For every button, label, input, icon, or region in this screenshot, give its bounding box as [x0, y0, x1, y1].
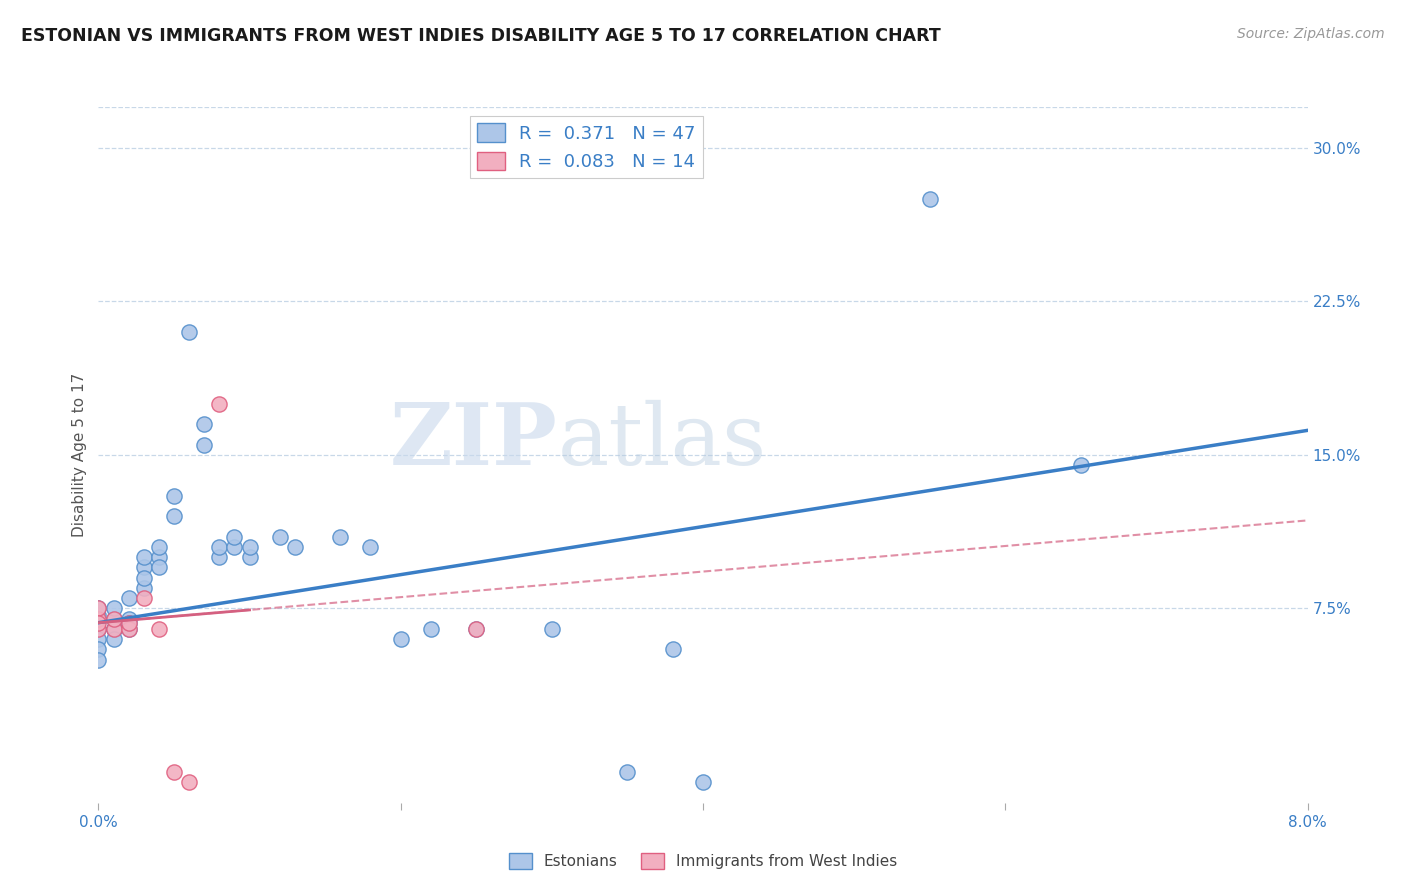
Point [179, 325, 201, 339]
Point [87, 612, 110, 626]
Point [1070, 458, 1092, 472]
Legend: R =  0.371   N = 47, R =  0.083   N = 14: R = 0.371 N = 47, R = 0.083 N = 14 [470, 116, 703, 178]
Point [224, 530, 246, 544]
Point [360, 540, 382, 554]
Y-axis label: Disability Age 5 to 17: Disability Age 5 to 17 [72, 373, 87, 537]
Point [389, 632, 412, 646]
Point [132, 581, 155, 595]
Point [132, 591, 155, 606]
Text: ESTONIAN VS IMMIGRANTS FROM WEST INDIES DISABILITY AGE 5 TO 17 CORRELATION CHART: ESTONIAN VS IMMIGRANTS FROM WEST INDIES … [21, 27, 941, 45]
Point [87, 622, 110, 636]
Point [541, 622, 564, 636]
Point [662, 642, 685, 657]
Point [284, 540, 307, 554]
Point [465, 622, 488, 636]
Point [132, 560, 155, 574]
Text: atlas: atlas [558, 400, 768, 483]
Point [208, 397, 231, 411]
Point [269, 530, 291, 544]
Point [103, 622, 125, 636]
Point [692, 775, 714, 789]
Point [87, 622, 110, 636]
Point [208, 550, 231, 565]
Point [465, 622, 488, 636]
Point [148, 550, 170, 565]
Legend: Estonians, Immigrants from West Indies: Estonians, Immigrants from West Indies [503, 847, 903, 875]
Point [193, 438, 215, 452]
Text: ZIP: ZIP [389, 399, 558, 483]
Point [179, 775, 201, 789]
Point [103, 612, 125, 626]
Point [118, 622, 141, 636]
Point [87, 615, 110, 630]
Point [118, 591, 141, 606]
Point [163, 765, 186, 780]
Point [616, 765, 638, 780]
Point [118, 615, 141, 630]
Point [118, 615, 141, 630]
Point [87, 632, 110, 646]
Point [103, 601, 125, 615]
Point [118, 622, 141, 636]
Point [163, 509, 186, 524]
Point [148, 560, 170, 574]
Point [163, 489, 186, 503]
Point [239, 550, 262, 565]
Point [87, 652, 110, 666]
Point [208, 540, 231, 554]
Point [239, 540, 262, 554]
Point [118, 612, 141, 626]
Point [918, 192, 941, 206]
Point [103, 632, 125, 646]
Text: Source: ZipAtlas.com: Source: ZipAtlas.com [1237, 27, 1385, 41]
Point [103, 622, 125, 636]
Point [87, 601, 110, 615]
Point [103, 622, 125, 636]
Point [132, 550, 155, 565]
Point [420, 622, 443, 636]
Point [224, 540, 246, 554]
Point [87, 607, 110, 622]
Point [132, 571, 155, 585]
Point [148, 540, 170, 554]
Point [103, 612, 125, 626]
Point [87, 601, 110, 615]
Point [193, 417, 215, 432]
Point [329, 530, 352, 544]
Point [87, 642, 110, 657]
Point [87, 612, 110, 626]
Point [148, 622, 170, 636]
